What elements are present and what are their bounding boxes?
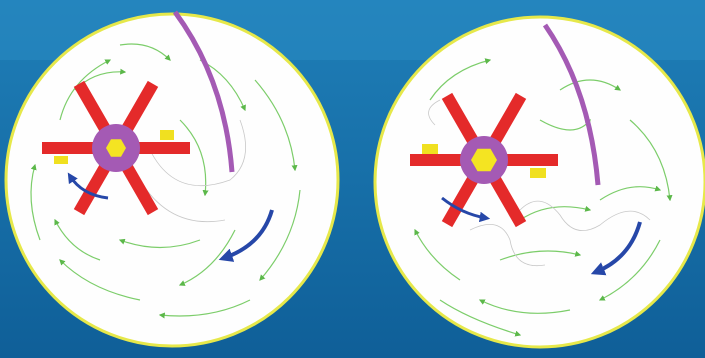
tank-left xyxy=(4,10,340,348)
rotation-arrow xyxy=(590,221,642,276)
flow-arrow xyxy=(30,163,41,241)
blade-tab xyxy=(422,144,438,154)
flow-arrow xyxy=(629,119,673,202)
flow-arrow xyxy=(59,259,141,301)
baffle xyxy=(542,23,601,186)
shaft xyxy=(106,139,126,157)
tank-right xyxy=(373,15,705,349)
rotation-arrow xyxy=(218,209,274,262)
flow-arrow xyxy=(439,299,522,337)
flow-arrow xyxy=(259,189,301,281)
impeller xyxy=(42,80,190,216)
flow-arrow xyxy=(178,229,236,286)
swirl-line xyxy=(469,223,546,267)
flow-arrow xyxy=(559,79,621,91)
flow-arrow xyxy=(478,299,571,314)
flow-arrow xyxy=(598,239,661,301)
flow-arrow xyxy=(254,79,298,172)
rotation-arrow xyxy=(441,196,491,223)
flow-arrow xyxy=(599,185,662,201)
flow-lines xyxy=(30,43,301,319)
flow-arrow xyxy=(118,238,201,249)
flow-arrow xyxy=(499,250,582,261)
flow-arrow xyxy=(119,43,171,61)
flow-arrow xyxy=(429,58,492,101)
blade-tab xyxy=(160,130,174,140)
impeller xyxy=(410,92,558,228)
baffle xyxy=(172,10,235,173)
blade-tab xyxy=(530,168,546,178)
tank-wall xyxy=(373,15,705,349)
swirl-line xyxy=(519,200,651,232)
flow-arrow xyxy=(414,228,461,281)
shaft xyxy=(471,148,497,172)
flow-arrow xyxy=(54,218,101,261)
tank-wall xyxy=(4,12,340,348)
blade-tab xyxy=(54,156,68,164)
flow-lines xyxy=(414,58,673,337)
swirl-line xyxy=(149,119,246,187)
rotation-arrow xyxy=(67,172,109,200)
flow-arrow xyxy=(179,119,209,197)
flow-arrow xyxy=(158,299,251,319)
swirl-line xyxy=(428,99,441,126)
